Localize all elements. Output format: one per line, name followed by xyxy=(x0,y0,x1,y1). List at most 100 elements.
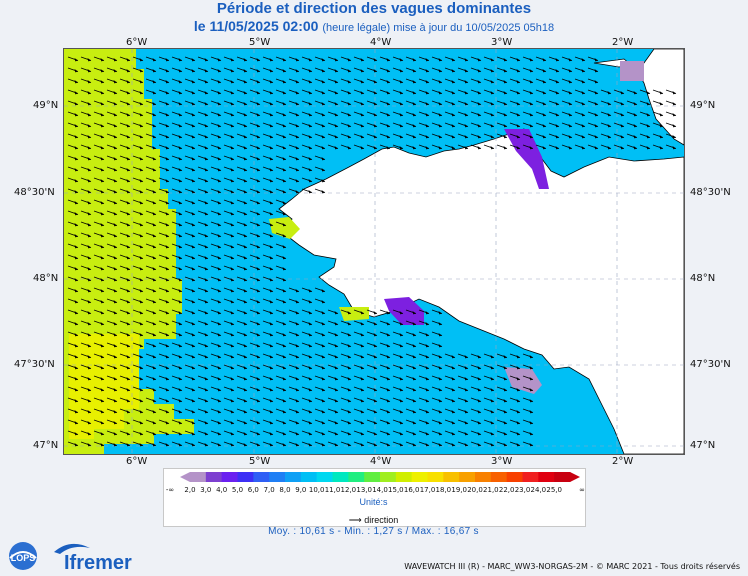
direction-arrowhead xyxy=(74,179,78,183)
direction-arrowhead xyxy=(152,69,156,73)
direction-arrowhead xyxy=(516,410,520,414)
direction-arrowhead xyxy=(360,377,364,381)
direction-arrowhead xyxy=(204,300,208,304)
direction-arrowhead xyxy=(178,179,182,183)
direction-arrowhead xyxy=(295,377,299,381)
direction-arrowhead xyxy=(243,421,247,425)
direction-arrowhead xyxy=(256,245,260,249)
direction-arrowhead xyxy=(659,135,663,139)
direction-arrowhead xyxy=(256,135,260,139)
direction-arrowhead xyxy=(126,91,130,95)
direction-arrowhead xyxy=(191,278,195,282)
scale-label: 21,0 xyxy=(483,486,499,494)
direction-arrowhead xyxy=(87,201,91,205)
color-swatch xyxy=(316,472,333,482)
direction-arrowhead xyxy=(178,421,182,425)
direction-arrowhead xyxy=(87,113,91,117)
direction-arrowhead xyxy=(451,432,455,436)
direction-arrowhead xyxy=(165,366,169,370)
color-swatch xyxy=(348,472,365,482)
direction-arrowhead xyxy=(269,190,273,194)
direction-arrowhead xyxy=(282,146,286,150)
direction-arrowhead xyxy=(269,267,273,271)
direction-arrowhead xyxy=(425,311,429,315)
svg-text:LOPS: LOPS xyxy=(11,553,36,563)
direction-arrowhead xyxy=(373,333,377,337)
direction-arrowhead xyxy=(87,212,91,216)
direction-arrowhead xyxy=(321,91,325,95)
direction-arrowhead xyxy=(126,388,130,392)
direction-arrowhead xyxy=(490,58,494,62)
direction-arrowhead xyxy=(87,322,91,326)
short-period-zone xyxy=(384,297,424,325)
direction-arrowhead xyxy=(490,421,494,425)
direction-arrowhead xyxy=(594,91,598,95)
direction-arrowhead xyxy=(230,124,234,128)
direction-arrowhead xyxy=(321,322,325,326)
direction-arrowhead xyxy=(113,69,117,73)
direction-arrowhead xyxy=(139,212,143,216)
direction-arrowhead xyxy=(113,245,117,249)
direction-arrowhead xyxy=(269,399,273,403)
direction-arrowhead xyxy=(334,58,338,62)
direction-arrowhead xyxy=(126,267,130,271)
direction-arrowhead xyxy=(464,91,468,95)
direction-arrowhead xyxy=(360,399,364,403)
direction-arrowhead xyxy=(74,168,78,172)
wave-map[interactable] xyxy=(63,48,685,455)
direction-arrowhead xyxy=(191,146,195,150)
direction-arrowhead xyxy=(113,388,117,392)
direction-arrowhead xyxy=(178,135,182,139)
direction-arrowhead xyxy=(425,322,429,326)
direction-arrowhead xyxy=(217,399,221,403)
direction-arrowhead xyxy=(139,80,143,84)
direction-arrowhead xyxy=(399,322,403,326)
direction-arrowhead xyxy=(126,157,130,161)
direction-arrowhead xyxy=(152,234,156,238)
direction-arrowhead xyxy=(243,377,247,381)
direction-arrowhead xyxy=(165,234,169,238)
direction-arrowhead xyxy=(191,58,195,62)
direction-arrowhead xyxy=(152,157,156,161)
direction-arrowhead xyxy=(87,135,91,139)
direction-arrowhead xyxy=(139,179,143,183)
direction-arrowhead xyxy=(373,80,377,84)
direction-arrowhead xyxy=(243,432,247,436)
lat-label: 49°N xyxy=(33,100,59,111)
direction-arrowhead xyxy=(464,69,468,73)
update-note: (heure légale) mise à jour du 10/05/2025… xyxy=(322,22,555,34)
color-swatch xyxy=(221,472,238,482)
direction-arrowhead xyxy=(152,223,156,227)
direction-arrowhead xyxy=(282,124,286,128)
direction-arrowhead xyxy=(646,124,650,128)
direction-arrowhead xyxy=(373,410,377,414)
direction-arrowhead xyxy=(191,113,195,117)
direction-arrowhead xyxy=(308,113,312,117)
color-swatch xyxy=(459,472,476,482)
direction-arrowhead xyxy=(217,58,221,62)
direction-arrowhead xyxy=(308,366,312,370)
direction-arrowhead xyxy=(165,113,169,117)
direction-arrowhead xyxy=(87,333,91,337)
direction-arrowhead xyxy=(191,102,195,106)
direction-arrowhead xyxy=(477,355,481,359)
direction-arrowhead xyxy=(165,179,169,183)
direction-arrowhead xyxy=(269,377,273,381)
direction-arrowhead xyxy=(87,168,91,172)
direction-arrowhead xyxy=(529,69,533,73)
direction-arrowhead xyxy=(659,91,663,95)
direction-arrowhead xyxy=(74,399,78,403)
direction-arrowhead xyxy=(139,157,143,161)
direction-arrowhead xyxy=(516,432,520,436)
direction-arrowhead xyxy=(243,267,247,271)
direction-arrowhead xyxy=(139,388,143,392)
direction-arrowhead xyxy=(165,443,169,447)
direction-arrowhead xyxy=(126,102,130,106)
scale-label: 11,0 xyxy=(324,486,341,494)
direction-arrowhead xyxy=(74,201,78,205)
direction-arrowhead xyxy=(243,69,247,73)
direction-arrowhead xyxy=(360,432,364,436)
direction-arrowhead xyxy=(503,443,507,447)
direction-arrowhead xyxy=(659,102,663,106)
direction-arrowhead xyxy=(321,102,325,106)
